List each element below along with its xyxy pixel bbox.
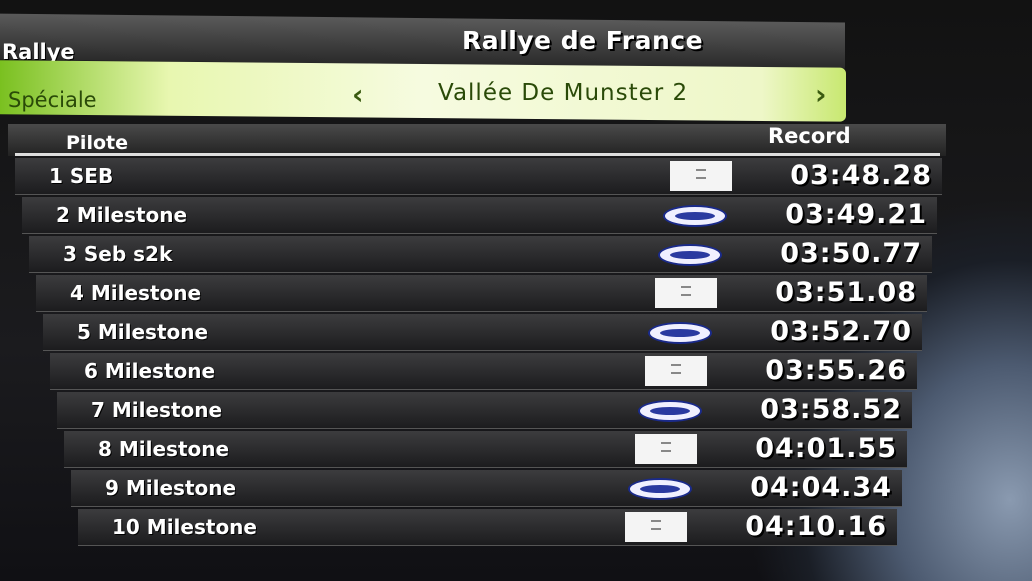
manufacturer-badge-icon	[635, 434, 697, 464]
leaderboard: 1 SEB 03:48.28 2 Milestone 03:49.21 3 Seb s2…	[0, 158, 1032, 548]
record-time: 03:58.52	[760, 394, 902, 425]
table-row[interactable]: 9 Milestone 04:04.34	[71, 470, 902, 507]
record-time: 03:48.28	[790, 160, 932, 191]
ford-logo-icon	[658, 244, 722, 266]
column-pilote: Pilote	[66, 132, 128, 154]
table-header	[8, 124, 946, 156]
pilot-name: 5 Milestone	[77, 320, 209, 344]
record-time: 03:50.77	[780, 238, 922, 269]
rallye-label: Rallye	[2, 40, 75, 64]
record-time: 03:55.26	[765, 355, 907, 386]
record-time: 03:51.08	[775, 277, 917, 308]
table-row[interactable]: 4 Milestone 03:51.08	[36, 275, 927, 312]
ford-logo-icon	[628, 478, 692, 500]
stage-label: Spéciale	[8, 88, 97, 112]
pilot-name: 8 Milestone	[98, 437, 230, 461]
header-divider	[15, 153, 940, 156]
chevron-left-icon[interactable]: ‹	[352, 78, 364, 111]
pilot-name: 7 Milestone	[91, 398, 223, 422]
ford-logo-icon	[648, 322, 712, 344]
manufacturer-badge-icon	[655, 278, 717, 308]
rallye-name: Rallye de France	[462, 26, 704, 55]
table-row[interactable]: 6 Milestone 03:55.26	[50, 353, 917, 390]
manufacturer-badge-icon	[670, 161, 732, 191]
pilot-name: 3 Seb s2k	[63, 242, 173, 266]
stage-selector[interactable]	[0, 60, 846, 122]
ford-logo-icon	[663, 205, 727, 227]
pilot-name: 2 Milestone	[56, 203, 188, 227]
pilot-name: 10 Milestone	[112, 515, 257, 539]
record-time: 04:10.16	[745, 511, 887, 542]
stage-value: Vallée De Munster 2	[438, 80, 689, 106]
pilot-name: 6 Milestone	[84, 359, 216, 383]
title-bar	[0, 13, 845, 69]
column-record: Record	[768, 124, 851, 148]
pilot-name: 9 Milestone	[105, 476, 237, 500]
manufacturer-badge-icon	[625, 512, 687, 542]
pilot-name: 4 Milestone	[70, 281, 202, 305]
table-row[interactable]: 5 Milestone 03:52.70	[43, 314, 922, 351]
pilot-name: 1 SEB	[49, 164, 114, 188]
manufacturer-badge-icon	[645, 356, 707, 386]
record-time: 04:04.34	[750, 472, 892, 503]
table-row[interactable]: 1 SEB 03:48.28	[15, 158, 942, 195]
table-row[interactable]: 2 Milestone 03:49.21	[22, 197, 937, 234]
table-row[interactable]: 7 Milestone 03:58.52	[57, 392, 912, 429]
table-row[interactable]: 8 Milestone 04:01.55	[64, 431, 907, 468]
ford-logo-icon	[638, 400, 702, 422]
table-row[interactable]: 10 Milestone 04:10.16	[78, 509, 897, 546]
record-time: 03:49.21	[785, 199, 927, 230]
record-time: 04:01.55	[755, 433, 897, 464]
chevron-right-icon[interactable]: ›	[815, 78, 827, 111]
record-time: 03:52.70	[770, 316, 912, 347]
table-row[interactable]: 3 Seb s2k 03:50.77	[29, 236, 932, 273]
